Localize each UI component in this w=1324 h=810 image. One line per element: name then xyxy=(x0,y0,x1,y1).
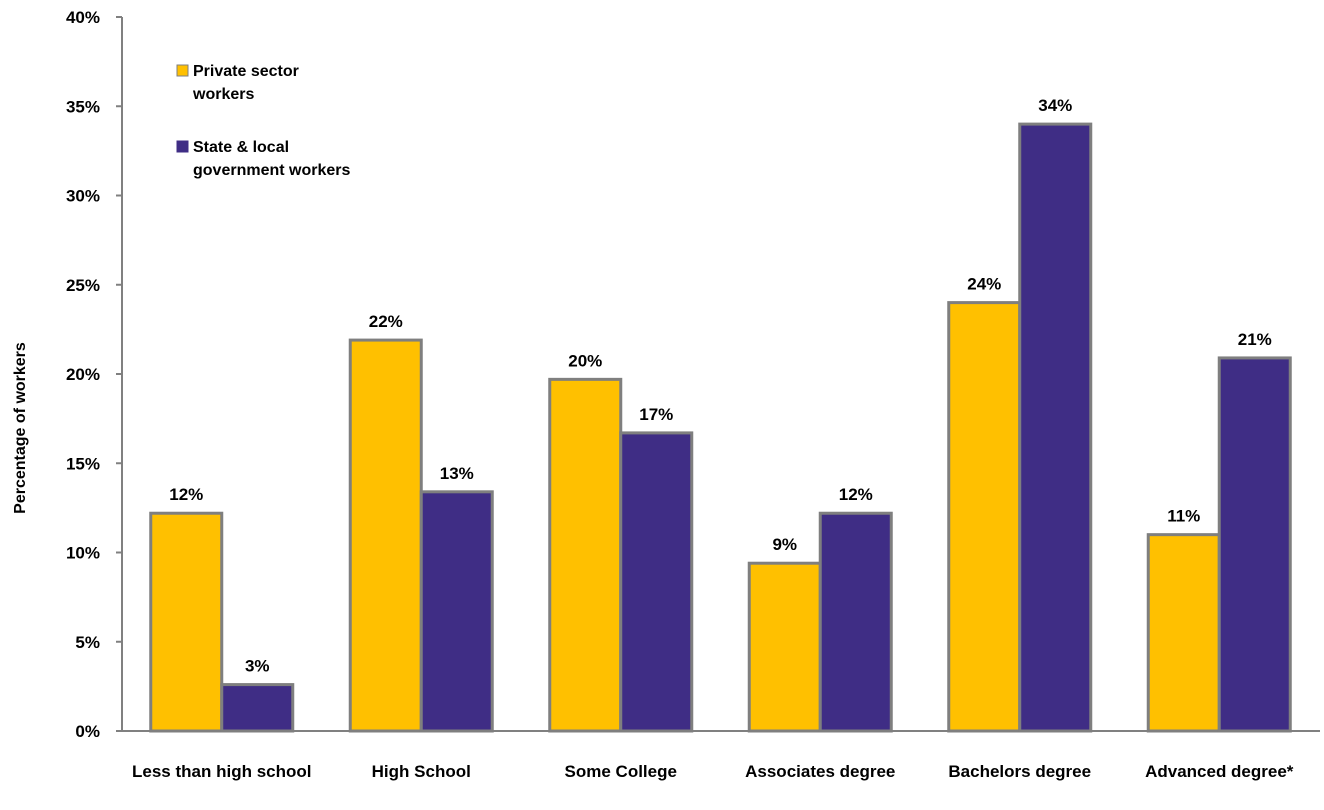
y-tick-label: 10% xyxy=(66,544,100,563)
legend-entry-label: Private sector workers xyxy=(192,63,299,103)
bar-state-local-government xyxy=(818,511,893,733)
data-label: 3% xyxy=(245,657,270,676)
bar-private-sector xyxy=(149,511,224,733)
bar-state-local-government xyxy=(619,431,694,733)
bar-state-local-government xyxy=(1217,356,1292,733)
axes-group: 0% 5% 10% 15% 20% 25% 30% 35% 40% xyxy=(66,8,1320,741)
legend: Private sector workers State & local govern… xyxy=(176,63,350,179)
y-tick-label: 35% xyxy=(66,97,100,116)
data-labels-group: 12% 3% 22% 13% 20% 17% 9% 12% 24% 34% 11% 21% xyxy=(169,96,1272,675)
y-tick-label: 20% xyxy=(66,365,100,384)
data-label: 17% xyxy=(639,405,673,424)
data-label: 13% xyxy=(440,464,474,483)
x-tick-label: Advanced degree* xyxy=(1145,762,1294,781)
data-label: 24% xyxy=(967,275,1001,294)
bar-private-sector xyxy=(747,561,822,733)
bar-state-local-government xyxy=(220,683,295,733)
bar-private-sector xyxy=(548,377,623,733)
data-label: 12% xyxy=(839,485,873,504)
y-tick-label: 0% xyxy=(75,722,100,741)
bar-state-local-government xyxy=(419,490,494,733)
y-tick-label: 40% xyxy=(66,8,100,27)
y-tick-label: 5% xyxy=(75,633,100,652)
data-label: 22% xyxy=(369,312,403,331)
data-label: 20% xyxy=(568,351,602,370)
bar-private-sector xyxy=(947,301,1022,733)
data-label: 9% xyxy=(772,535,797,554)
legend-swatch-private xyxy=(176,64,189,77)
x-tick-label: Some College xyxy=(565,762,677,781)
data-label: 21% xyxy=(1238,330,1272,349)
x-tick-label: Associates degree xyxy=(745,762,895,781)
x-tick-label: Bachelors degree xyxy=(948,762,1091,781)
y-tick-label: 30% xyxy=(66,187,100,206)
bar-private-sector xyxy=(348,338,423,733)
data-label: 11% xyxy=(1167,507,1200,526)
legend-entry-label: State & local government workers xyxy=(193,139,350,179)
y-tick-label: 15% xyxy=(66,454,100,473)
x-tick-label: High School xyxy=(372,762,471,781)
legend-swatch-government xyxy=(176,140,189,153)
x-tick-label: Less than high school xyxy=(132,762,311,781)
bar-state-local-government xyxy=(1018,122,1093,733)
y-tick-label: 25% xyxy=(66,276,100,295)
category-labels-group: Less than high school High School Some Col… xyxy=(132,762,1294,781)
data-label: 34% xyxy=(1038,96,1072,115)
data-label: 12% xyxy=(169,485,203,504)
bar-private-sector xyxy=(1146,533,1221,733)
y-axis-title: Percentage of workers xyxy=(12,342,29,514)
bars-group xyxy=(149,122,1292,733)
